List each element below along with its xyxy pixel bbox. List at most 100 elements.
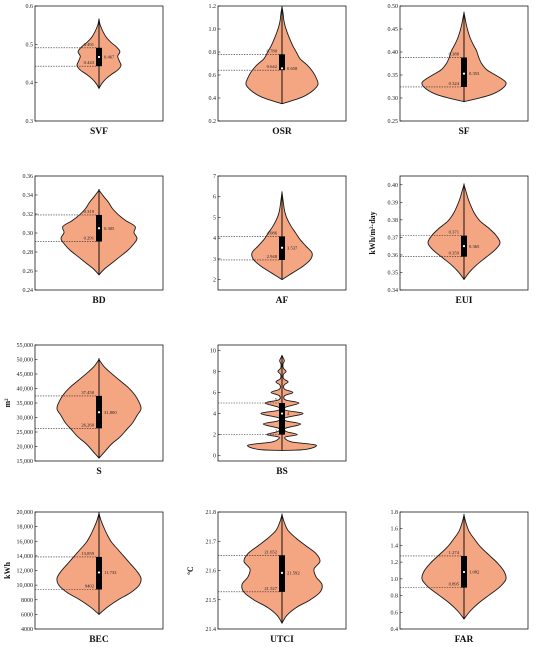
median-label: 0.467: [104, 55, 115, 60]
y-tick-label: 0.40: [388, 50, 399, 56]
y-tick-label: 0.36: [23, 174, 34, 180]
y-tick-label: 0.40: [388, 183, 399, 189]
y-axis-label: kWh: [3, 562, 12, 579]
y-tick-label: 0.34: [23, 193, 34, 199]
plot-frame: [399, 511, 529, 630]
plot-frame: [34, 5, 164, 122]
median-label: 0.365: [469, 244, 480, 249]
y-tick-label: 0.25: [388, 119, 399, 125]
y-tick-label: 25,000: [17, 430, 34, 436]
q1-label: 0.324: [449, 81, 460, 86]
x-axis-label: BEC: [89, 635, 109, 645]
y-tick-label: 6: [213, 195, 216, 201]
q3-label: 4.086: [267, 230, 278, 235]
violin-panel-svf: 0.3 0.4 0.5 0.6 0.491 0.443 0.467 SVF: [26, 4, 164, 137]
y-tick-label: 0.8: [209, 50, 217, 56]
y-tick-label: 0.50: [388, 4, 399, 10]
violin-panel-eui: 0.34 0.35 0.36 0.37 0.38 0.39 0.40 0.371 0.359 0.…: [368, 175, 529, 306]
iqr-box: [279, 54, 285, 71]
y-tick-label: 2: [213, 433, 216, 439]
q3-label: 0.780: [267, 48, 278, 53]
x-axis-label: BS: [276, 467, 288, 477]
iqr-box: [461, 57, 467, 87]
y-tick-label: 16,000: [17, 539, 34, 545]
violin-panel-bs: 0 2 4 6 8 10 5 2 4 BS: [210, 344, 347, 477]
y-tick-label: 0.5: [26, 42, 34, 48]
q1-label: 0.291: [84, 236, 95, 241]
y-tick-label: 0.3: [26, 119, 34, 125]
y-axis-label: ºC: [186, 566, 195, 575]
y-tick-label: 0.38: [388, 218, 399, 224]
y-axis-label: m²: [3, 398, 12, 408]
y-tick-label: 0.37: [388, 235, 399, 241]
y-axis-label: kWh/m²·day: [368, 211, 377, 254]
y-tick-label: 0.4: [209, 96, 217, 102]
y-tick-label: 6000: [21, 612, 33, 618]
y-tick-label: 12,000: [17, 569, 34, 575]
q1-label: 0.642: [267, 64, 278, 69]
y-tick-label: 20,000: [17, 445, 34, 451]
y-tick-label: 20,000: [17, 510, 34, 516]
median-dot: [280, 412, 284, 415]
y-tick-label: 2: [213, 278, 216, 284]
y-tick-label: 55,000: [17, 343, 34, 349]
violin-panel-utci: 21.4 21.5 21.6 21.7 21.8 21.652 21.527 21.592 UT…: [186, 510, 347, 645]
median-label: 0.658: [287, 66, 298, 71]
y-tick-label: 1.2: [209, 4, 217, 10]
y-tick-label: 1.6: [391, 527, 399, 533]
q1-label: 0.359: [449, 251, 460, 256]
violin-panel-s: 15,000 20,000 25,000 30,000 35,000 40,000 45,0…: [3, 343, 164, 477]
y-tick-label: 15,000: [17, 459, 34, 465]
y-tick-label: 1.8: [391, 510, 399, 516]
q1-label: 9402: [85, 583, 95, 588]
y-tick-label: 7: [213, 174, 216, 180]
x-axis-label: S: [96, 467, 101, 477]
y-tick-label: 0.28: [23, 250, 34, 256]
y-tick-label: 0.24: [23, 288, 34, 294]
y-tick-label: 0.26: [23, 269, 34, 275]
median-dot: [280, 67, 284, 70]
q3-label: 0.371: [449, 230, 460, 235]
median-label: 31,800: [104, 410, 117, 416]
q3-label: 13,859: [81, 551, 94, 557]
y-tick-label: 21.5: [206, 598, 217, 604]
q1-label: 2.948: [267, 254, 278, 259]
y-tick-label: 4: [213, 236, 216, 242]
median-dot: [462, 570, 466, 574]
y-tick-label: 0.30: [23, 231, 34, 237]
y-tick-label: 4: [213, 412, 216, 418]
plot-frame: [399, 175, 529, 291]
y-tick-label: 45,000: [17, 372, 34, 378]
violin-panel-osr: 0.2 0.4 0.6 0.8 1.0 1.2 0.780 0.642 0.658 OSR: [209, 4, 347, 137]
median-label: 4: [287, 411, 290, 416]
violin-panel-af: 2 3 4 5 6 7 4.086 2.948 3.537 AF: [213, 174, 347, 306]
q1-label: 0.895: [449, 582, 460, 587]
median-dot: [462, 72, 466, 75]
y-tick-label: 0.35: [388, 270, 399, 276]
median-dot: [97, 227, 101, 230]
y-tick-label: 14,000: [17, 554, 34, 560]
y-tick-label: 3: [213, 257, 216, 263]
y-tick-label: 0.35: [388, 73, 399, 79]
median-dot: [97, 411, 101, 414]
violin-panel-far: 0.4 0.6 0.8 1.0 1.2 1.4 1.6 1.8 1.274 0.895 1.082 F…: [391, 510, 529, 645]
median-dot: [97, 571, 101, 574]
y-tick-label: 21.8: [206, 510, 217, 516]
q1-label: 2: [275, 429, 278, 434]
q1-label: 0.443: [84, 60, 95, 65]
q3-label: 0.388: [449, 52, 460, 57]
q3-label: 5: [275, 397, 278, 402]
median-label: 0.305: [104, 226, 115, 231]
y-tick-label: 0.6: [391, 610, 399, 616]
y-tick-label: 0.39: [388, 200, 399, 206]
y-tick-label: 1.4: [391, 543, 399, 549]
plot-frame: [217, 175, 347, 291]
y-tick-label: 8: [213, 369, 216, 375]
violin-panel-sf: 0.25 0.30 0.35 0.40 0.45 0.50 0.388 0.324 0.353 S…: [388, 4, 529, 137]
x-axis-label: EUI: [456, 296, 473, 306]
y-tick-label: 0.6: [26, 4, 34, 10]
y-tick-label: 0.30: [388, 96, 399, 102]
median-dot: [280, 571, 284, 574]
plot-frame: [399, 5, 529, 122]
